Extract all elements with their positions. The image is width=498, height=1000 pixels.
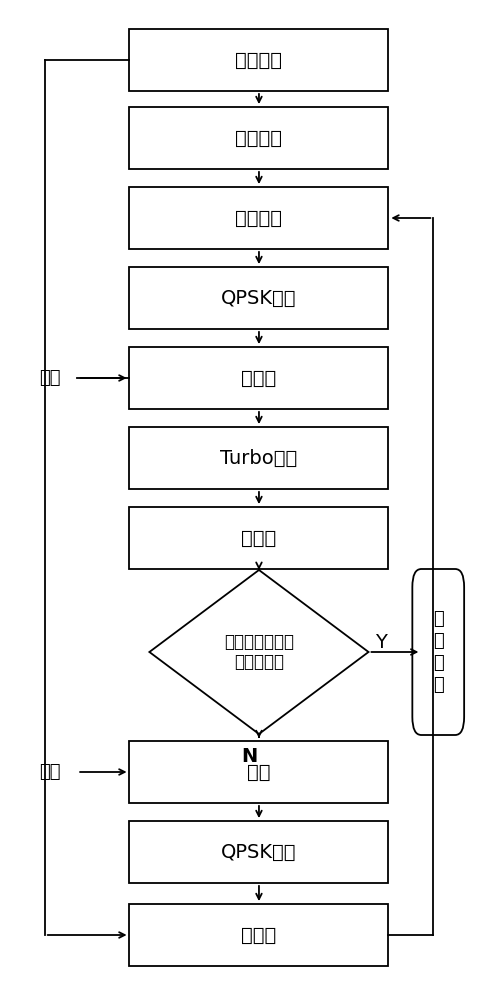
FancyBboxPatch shape bbox=[129, 821, 388, 883]
Text: 硬判决: 硬判决 bbox=[242, 528, 276, 548]
Text: N: N bbox=[241, 746, 257, 766]
Text: QPSK解调: QPSK解调 bbox=[221, 288, 297, 308]
Text: 细估计: 细估计 bbox=[242, 926, 276, 944]
FancyBboxPatch shape bbox=[129, 267, 388, 329]
Text: Turbo译码: Turbo译码 bbox=[220, 448, 298, 468]
Text: 导频: 导频 bbox=[39, 369, 61, 387]
Text: 复用: 复用 bbox=[247, 762, 271, 782]
Text: 译
码
结
束: 译 码 结 束 bbox=[433, 610, 444, 694]
Text: 导频: 导频 bbox=[39, 763, 61, 781]
FancyBboxPatch shape bbox=[129, 427, 388, 489]
Polygon shape bbox=[149, 570, 369, 734]
FancyBboxPatch shape bbox=[412, 569, 464, 735]
FancyBboxPatch shape bbox=[129, 904, 388, 966]
FancyBboxPatch shape bbox=[129, 507, 388, 569]
FancyBboxPatch shape bbox=[129, 741, 388, 803]
Text: 解复用: 解复用 bbox=[242, 368, 276, 387]
FancyBboxPatch shape bbox=[129, 347, 388, 409]
Text: Y: Y bbox=[375, 633, 387, 652]
Text: 接收序列: 接收序列 bbox=[236, 50, 282, 70]
Text: 校正信号: 校正信号 bbox=[236, 209, 282, 228]
Text: QPSK调制: QPSK调制 bbox=[221, 842, 297, 861]
Text: 判断是否满足译
码终止条件: 判断是否满足译 码终止条件 bbox=[224, 633, 294, 671]
FancyBboxPatch shape bbox=[129, 187, 388, 249]
FancyBboxPatch shape bbox=[129, 29, 388, 91]
Text: 初始估计: 初始估计 bbox=[236, 128, 282, 147]
FancyBboxPatch shape bbox=[129, 107, 388, 169]
